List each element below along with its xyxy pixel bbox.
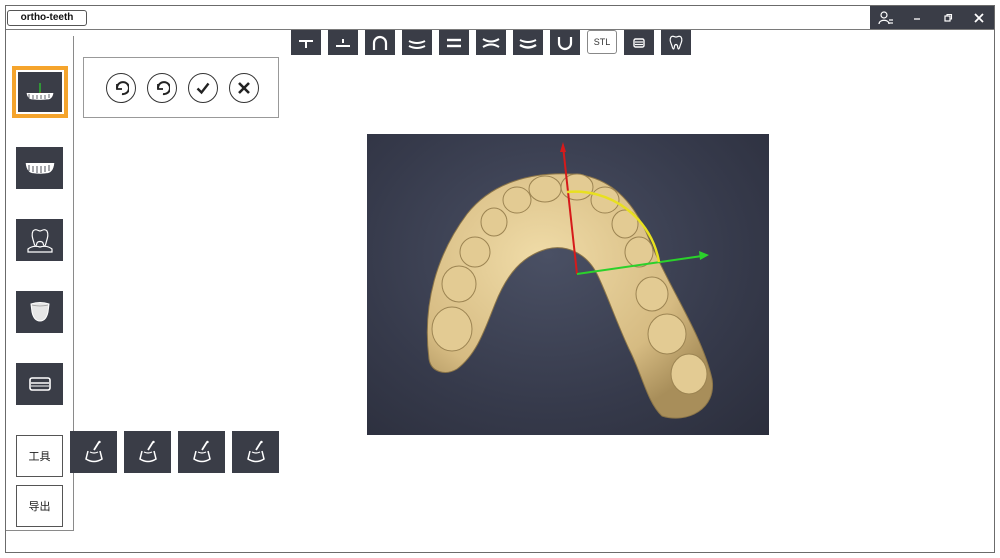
occlusal-lower-icon xyxy=(408,39,426,49)
u-shape-button[interactable] xyxy=(550,30,580,55)
plane-below-button[interactable] xyxy=(291,30,321,55)
sidebar-item-crown[interactable] xyxy=(16,291,63,333)
brush-apply-icon xyxy=(138,440,157,463)
base-icon xyxy=(28,377,51,391)
gum-tooth-icon xyxy=(26,229,53,253)
crown-icon xyxy=(29,302,50,322)
tool-row xyxy=(70,431,279,473)
occlusal-lower-button[interactable] xyxy=(402,30,432,55)
arch-button[interactable] xyxy=(365,30,395,55)
export-button[interactable]: 导出 xyxy=(16,485,63,527)
redo-button[interactable] xyxy=(147,73,177,103)
undo-icon xyxy=(116,81,129,96)
tool-brush-3-button[interactable] xyxy=(178,431,225,473)
tooth-icon xyxy=(669,35,683,50)
cancel-button[interactable] xyxy=(229,73,259,103)
restore-icon[interactable] xyxy=(932,6,963,29)
left-sidebar: 工具 导出 xyxy=(6,36,74,531)
x-icon xyxy=(238,82,250,94)
brush-apply-icon xyxy=(192,440,211,463)
arch-icon xyxy=(372,35,388,50)
teeth-arch-icon xyxy=(25,162,54,174)
tray-icon xyxy=(633,37,645,48)
action-panel xyxy=(83,57,279,118)
jaw-axis-icon xyxy=(26,83,54,100)
plane-above-button[interactable] xyxy=(328,30,358,55)
tooth-cusps xyxy=(431,173,708,395)
minimize-icon[interactable] xyxy=(901,6,932,29)
tools-button[interactable]: 工具 xyxy=(16,435,63,477)
confirm-button[interactable] xyxy=(188,73,218,103)
3d-viewport[interactable] xyxy=(367,134,769,435)
stl-icon: STL xyxy=(593,37,611,47)
sidebar-item-teeth-arch[interactable] xyxy=(16,147,63,189)
window-title[interactable]: ortho-teeth xyxy=(7,10,87,26)
redo-icon xyxy=(157,81,170,96)
brush-apply-icon xyxy=(84,440,103,463)
pinch-lines-button[interactable] xyxy=(476,30,506,55)
y-axis-arrow xyxy=(560,142,566,152)
occlusal-upper-icon xyxy=(519,38,537,49)
y-axis-line xyxy=(562,145,578,275)
x-axis-arrow xyxy=(699,251,709,260)
tool-brush-2-button[interactable] xyxy=(124,431,171,473)
sidebar-item-base[interactable] xyxy=(16,363,63,405)
app-window: ortho-teeth xyxy=(5,5,995,553)
stl-button[interactable]: STL xyxy=(587,30,617,54)
dental-model-render xyxy=(426,142,713,419)
sidebar-item-gum-tooth[interactable] xyxy=(16,219,63,261)
user-icon[interactable] xyxy=(870,6,901,29)
check-icon xyxy=(196,82,210,95)
undo-button[interactable] xyxy=(106,73,136,103)
u-shape-icon xyxy=(557,36,573,50)
plane-below-icon xyxy=(299,39,313,48)
top-toolbar: STL xyxy=(291,30,691,56)
tool-brush-1-button[interactable] xyxy=(70,431,117,473)
tooth-button[interactable] xyxy=(661,30,691,55)
parallel-lines-button[interactable] xyxy=(439,30,469,55)
title-bar: ortho-teeth xyxy=(6,6,994,30)
plane-above-icon xyxy=(336,38,350,47)
parallel-lines-icon xyxy=(447,38,461,47)
rotation-arc xyxy=(566,190,661,263)
tray-button[interactable] xyxy=(624,30,654,55)
close-icon[interactable] xyxy=(963,6,994,29)
brush-apply-icon xyxy=(246,440,265,463)
occlusal-upper-button[interactable] xyxy=(513,30,543,55)
window-controls xyxy=(870,6,994,29)
sidebar-item-jaw-axis[interactable] xyxy=(12,66,68,118)
x-axis-line xyxy=(576,255,703,275)
pinch-lines-icon xyxy=(482,37,500,48)
tool-brush-4-button[interactable] xyxy=(232,431,279,473)
